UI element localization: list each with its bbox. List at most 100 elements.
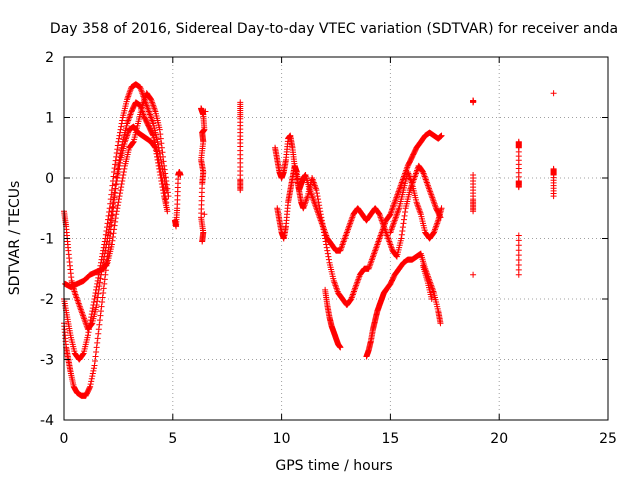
data-point [114,202,121,209]
data-point [104,235,111,242]
data-point [90,365,97,372]
data-point [313,190,320,197]
data-point [317,211,324,218]
data-point [117,187,124,194]
data-point [96,321,103,328]
data-point [399,227,406,234]
data-point [324,247,331,254]
data-point [322,235,329,242]
data-point [163,199,170,206]
data-point [149,131,156,138]
data-point [101,253,108,260]
data-point [109,233,116,240]
data-point [110,196,117,203]
data-point [121,165,128,172]
data-point [95,286,102,293]
data-point [119,141,126,148]
data-point [91,362,98,369]
data-point [438,132,445,139]
data-point [315,199,322,206]
series-segment-8-1h [237,99,244,194]
data-point [155,156,162,163]
data-point [316,202,323,209]
data-point [119,178,126,185]
data-point [106,209,113,216]
data-point [237,187,244,194]
y-axis-label: SDTVAR / TECUs [7,181,23,296]
data-point [111,222,118,229]
data-point [108,212,115,219]
data-point [515,184,522,191]
data-point [111,189,118,196]
data-point [337,344,344,351]
x-tick-label: 0 [60,431,69,447]
data-point [120,168,127,175]
data-point [202,108,209,115]
data-point [105,232,112,239]
data-point [515,271,522,278]
data-point [401,212,408,219]
data-point [324,250,331,257]
data-point [109,200,116,207]
data-point [401,216,407,223]
data-point [92,358,99,365]
data-point [92,353,99,360]
data-point [107,215,114,222]
data-point [111,193,118,200]
data-point [317,208,324,215]
data-point [84,332,91,339]
data-point [109,182,116,189]
data-point [110,203,117,210]
data-point [115,159,122,166]
data-point [110,173,117,180]
series-segment-20-9h [515,138,522,278]
data-point [97,312,104,319]
series-track-g [322,286,344,351]
data-point [101,276,108,283]
y-tick-label: 2 [45,50,54,66]
data-point [318,217,325,224]
data-point [157,135,164,142]
data-point [164,208,171,215]
y-tick-label: -4 [40,413,54,429]
data-point [96,317,103,324]
data-point [164,189,171,196]
data-point [156,126,163,133]
grid-lines [64,57,608,420]
data-point [105,229,112,236]
data-point [95,330,102,337]
data-point [162,170,169,177]
data-point [438,205,445,212]
data-point [86,384,93,391]
data-point [110,230,117,237]
data-point [87,383,94,390]
data-point [109,204,116,211]
data-point [114,166,121,173]
data-point [319,220,326,227]
data-point [177,171,184,178]
data-point [323,241,330,248]
data-point [428,296,435,302]
y-tick-label: 1 [45,111,54,127]
data-point [315,196,322,203]
data-point [88,320,95,327]
data-point [106,223,113,230]
data-point [160,181,167,188]
data-point [114,142,121,149]
data-point [164,185,171,192]
data-point [163,178,170,185]
data-point [470,99,477,106]
data-point [162,196,169,203]
data-point [96,283,103,290]
data-point [115,196,122,203]
data-point [116,193,123,200]
data-point [99,299,106,306]
data-point [105,216,112,223]
data-point [115,199,122,206]
data-point [89,373,96,380]
data-point [157,165,164,172]
data-point [321,229,328,236]
data-point [118,144,125,151]
data-point [157,168,164,175]
